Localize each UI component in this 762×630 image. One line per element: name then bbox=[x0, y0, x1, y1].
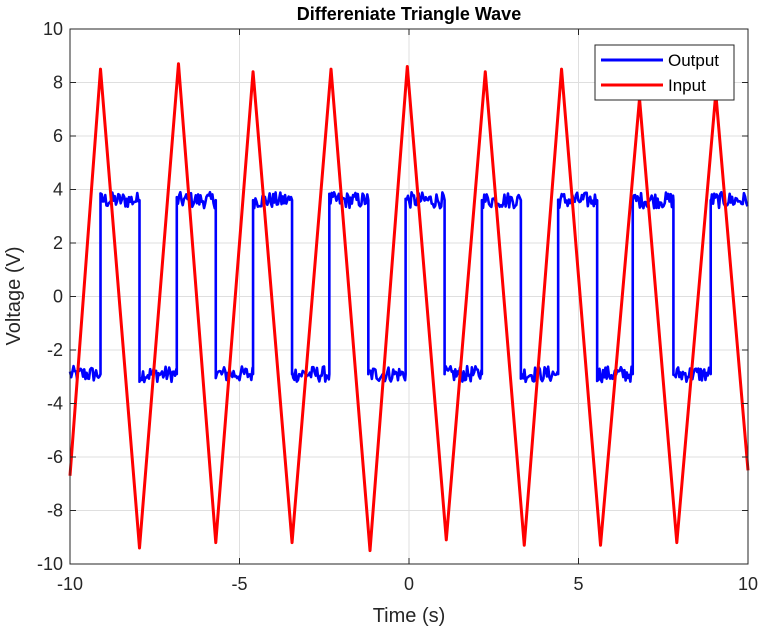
y-tick-label: 0 bbox=[53, 287, 63, 307]
legend: Output Input bbox=[594, 44, 735, 101]
y-axis-ticks: -10 -8 -6 -4 -2 0 2 4 6 8 10 bbox=[37, 19, 748, 574]
x-tick-label: -5 bbox=[231, 574, 247, 594]
legend-label-output: Output bbox=[668, 51, 719, 70]
y-tick-label: -4 bbox=[47, 394, 63, 414]
x-tick-label: -10 bbox=[57, 574, 83, 594]
y-tick-label: 10 bbox=[43, 19, 63, 39]
x-axis-ticks: -10 -5 0 5 10 bbox=[57, 29, 758, 594]
y-tick-label: 4 bbox=[53, 180, 63, 200]
y-tick-label: -6 bbox=[47, 447, 63, 467]
chart-title: Differeniate Triangle Wave bbox=[297, 4, 521, 24]
y-tick-label: -8 bbox=[47, 501, 63, 521]
series-line-output bbox=[68, 190, 749, 384]
y-axis-label: Voltage (V) bbox=[3, 247, 25, 346]
x-tick-label: 10 bbox=[738, 574, 758, 594]
legend-label-input: Input bbox=[668, 76, 706, 95]
x-tick-label: 0 bbox=[404, 574, 414, 594]
y-tick-label: -10 bbox=[37, 554, 63, 574]
legend-box bbox=[594, 44, 735, 101]
x-axis-label: Time (s) bbox=[373, 605, 446, 627]
y-tick-label: 2 bbox=[53, 233, 63, 253]
y-tick-label: 6 bbox=[53, 126, 63, 146]
x-tick-label: 5 bbox=[573, 574, 583, 594]
y-tick-label: -2 bbox=[47, 340, 63, 360]
y-tick-label: 8 bbox=[53, 73, 63, 93]
